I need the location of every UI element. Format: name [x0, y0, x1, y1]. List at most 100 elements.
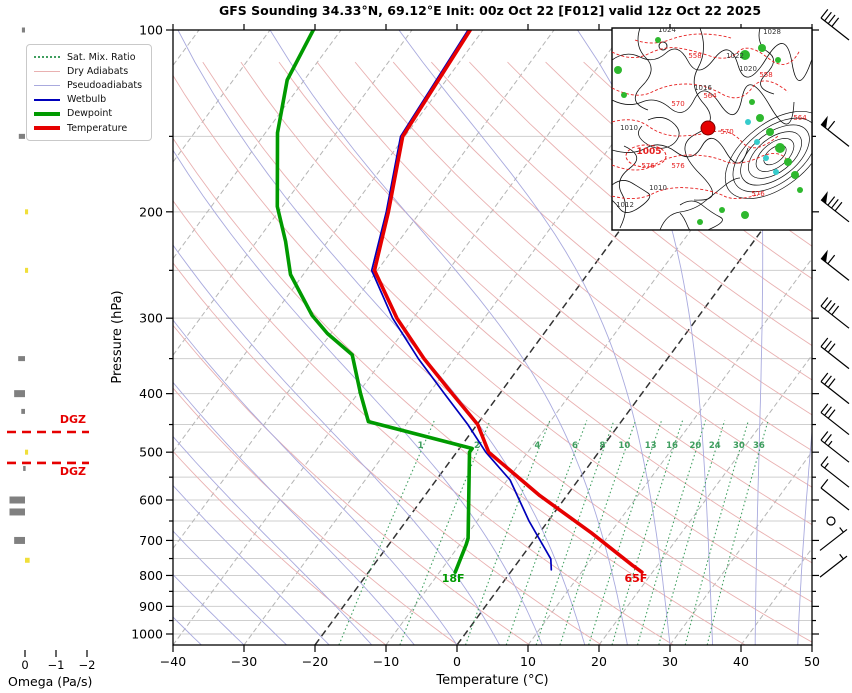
precip-blob — [775, 143, 785, 153]
svg-text:600: 600 — [139, 493, 163, 508]
svg-text:1000: 1000 — [131, 627, 163, 642]
omega-bar — [21, 408, 25, 414]
svg-text:570: 570 — [671, 100, 684, 108]
legend-item-wetbulb: Wetbulb — [34, 93, 142, 107]
svg-text:1028: 1028 — [763, 28, 781, 36]
svg-text:18F: 18F — [442, 572, 465, 585]
temperature-line-icon — [34, 126, 60, 131]
precip-blob — [791, 171, 799, 179]
omega-bar — [9, 508, 25, 516]
svg-text:200: 200 — [139, 204, 163, 219]
svg-text:10: 10 — [520, 654, 536, 669]
legend-label: Pseudoadiabats — [67, 79, 143, 91]
omega-bar — [25, 267, 29, 273]
svg-text:0: 0 — [21, 658, 28, 672]
svg-text:24: 24 — [709, 441, 721, 451]
svg-text:−1: −1 — [48, 658, 65, 672]
svg-text:1022: 1022 — [726, 52, 744, 60]
precip-blob — [749, 99, 755, 105]
svg-text:1016: 1016 — [694, 84, 712, 92]
dry-adiabat-line-icon — [34, 70, 60, 72]
dewpoint-curve — [275, 30, 475, 575]
svg-text:576: 576 — [641, 162, 655, 170]
omega-bar — [25, 449, 29, 455]
svg-text:564: 564 — [703, 92, 717, 100]
sat-mix-ratio-line-icon — [34, 56, 60, 59]
precip-blob — [719, 207, 725, 213]
legend-item-pseudoadiabats: Pseudoadiabats — [34, 78, 142, 92]
dgz-label: DGZ — [60, 413, 86, 426]
omega-bar — [18, 133, 25, 139]
svg-text:−2: −2 — [79, 658, 96, 672]
map-low-pressure-label: 1005 — [636, 147, 661, 157]
svg-text:1: 1 — [418, 441, 424, 451]
svg-text:−40: −40 — [160, 654, 186, 669]
svg-text:30: 30 — [662, 654, 678, 669]
legend: Sat. Mix. Ratio Dry Adiabats Pseudoadiab… — [26, 44, 153, 142]
svg-text:6: 6 — [572, 441, 578, 451]
svg-text:30: 30 — [733, 441, 745, 451]
svg-text:300: 300 — [139, 311, 163, 326]
precip-blob — [621, 92, 627, 98]
omega-bar — [25, 209, 29, 215]
inset-map: 1024 1028 1022 1020 1016 1010 1010 1012 558 558 56… — [611, 27, 813, 231]
svg-text:Omega (Pa/s): Omega (Pa/s) — [8, 674, 92, 689]
precip-blob — [741, 211, 749, 219]
svg-text:400: 400 — [139, 386, 163, 401]
svg-text:576: 576 — [751, 190, 765, 198]
legend-label: Wetbulb — [67, 94, 107, 106]
precip-blob — [740, 50, 750, 60]
svg-text:20: 20 — [689, 441, 701, 451]
svg-text:0: 0 — [453, 654, 461, 669]
svg-text:10: 10 — [618, 441, 630, 451]
svg-text:700: 700 — [139, 533, 163, 548]
mixing-ratio-labels: 1 2 4 6 8 10 13 16 20 24 30 36 — [418, 441, 765, 451]
legend-label: Dry Adiabats — [67, 65, 129, 77]
wetbulb-curve — [370, 30, 553, 571]
page-title: GFS Sounding 34.33°N, 69.12°E Init: 00z … — [218, 3, 762, 18]
dgz-label: DGZ — [60, 465, 86, 478]
svg-text:800: 800 — [139, 568, 163, 583]
svg-text:Pressure (hPa): Pressure (hPa) — [110, 290, 125, 383]
precip-blob — [756, 114, 764, 122]
precip-blob — [614, 66, 622, 74]
svg-text:558: 558 — [759, 71, 772, 79]
precip-blob — [697, 219, 703, 225]
svg-text:564: 564 — [793, 114, 807, 122]
svg-text:50: 50 — [804, 654, 820, 669]
precip-blob — [655, 37, 661, 43]
legend-label: Temperature — [67, 122, 128, 134]
svg-text:576: 576 — [671, 162, 685, 170]
svg-text:570: 570 — [720, 128, 733, 136]
precip-blob — [766, 128, 774, 136]
svg-text:16: 16 — [666, 441, 678, 451]
omega-bar — [23, 465, 26, 471]
svg-text:1010: 1010 — [620, 124, 638, 132]
pseudoadiabats — [173, 30, 812, 645]
omega-bar — [21, 27, 25, 33]
dgz-markers: DGZ DGZ — [7, 413, 89, 478]
svg-text:40: 40 — [733, 654, 749, 669]
svg-text:−30: −30 — [231, 654, 257, 669]
svg-text:36: 36 — [753, 441, 765, 451]
svg-text:Temperature (°C): Temperature (°C) — [435, 673, 548, 688]
svg-text:8: 8 — [599, 441, 605, 451]
precip-blob — [775, 57, 781, 63]
svg-text:4: 4 — [535, 441, 541, 451]
dewpoint-line-icon — [34, 111, 60, 116]
pseudoadiabat-line-icon — [34, 84, 60, 86]
mixing-ratio-lines — [338, 420, 769, 645]
legend-item-sat-mix-ratio: Sat. Mix. Ratio — [34, 50, 142, 64]
svg-text:1010: 1010 — [649, 184, 667, 192]
temperature-curve — [372, 30, 644, 575]
svg-text:100: 100 — [139, 23, 163, 38]
omega-bar — [14, 536, 25, 544]
svg-text:900: 900 — [139, 599, 163, 614]
omega-bar — [18, 356, 25, 362]
svg-text:558: 558 — [688, 52, 701, 60]
legend-label: Dewpoint — [67, 108, 113, 120]
dry-adiabats — [173, 61, 812, 645]
